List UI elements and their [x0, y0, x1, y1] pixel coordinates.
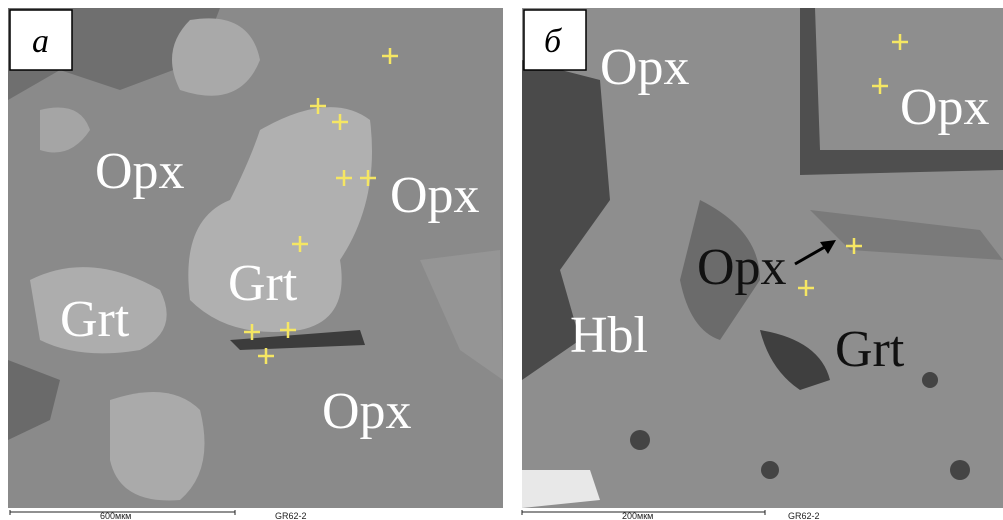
- mineral-label: Opx: [900, 79, 990, 136]
- mineral-label: Opx: [697, 239, 787, 296]
- sample-label: GR62-2: [788, 511, 820, 520]
- mineral-label: Hbl: [570, 307, 648, 364]
- mineral-label: Opx: [322, 383, 412, 440]
- panel-tag: б: [544, 23, 563, 60]
- scale-label: 600мкм: [100, 511, 131, 520]
- mineral-label: Grt: [228, 255, 298, 312]
- mineral-label: Opx: [390, 167, 480, 224]
- mineral-label: Opx: [95, 143, 185, 200]
- panel-tag: а: [32, 23, 49, 60]
- scale-label: 200мкм: [622, 511, 653, 520]
- figure: а б Opx Opx Opx Grt Grt Opx Opx Opx Hbl …: [0, 0, 1003, 520]
- mineral-label: Grt: [60, 291, 130, 348]
- mineral-label: Grt: [835, 321, 905, 378]
- mineral-label: Opx: [600, 39, 690, 96]
- sample-label: GR62-2: [275, 511, 307, 520]
